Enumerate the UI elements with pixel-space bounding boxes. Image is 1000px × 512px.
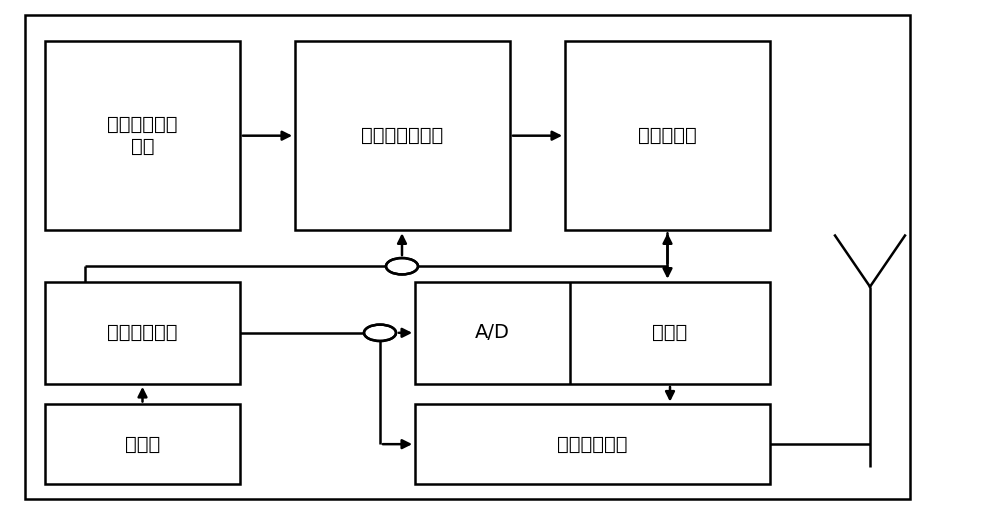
Bar — [295, 41, 510, 230]
Circle shape — [364, 325, 396, 341]
Bar — [415, 404, 770, 484]
Text: 单片机: 单片机 — [652, 323, 688, 343]
Text: A/D: A/D — [475, 323, 510, 343]
Text: 带通放大器: 带通放大器 — [638, 126, 697, 145]
Text: 非极化高纯度
银丝: 非极化高纯度 银丝 — [107, 115, 178, 156]
Bar — [415, 282, 770, 384]
Bar — [565, 41, 770, 230]
Text: 高通仪用放大器: 高通仪用放大器 — [361, 126, 444, 145]
Text: 无线射频收发: 无线射频收发 — [557, 435, 628, 454]
Bar — [25, 15, 910, 499]
Text: 锂电池: 锂电池 — [125, 435, 160, 454]
Bar — [45, 282, 240, 384]
Bar — [45, 41, 240, 230]
Text: 电源管理模块: 电源管理模块 — [107, 323, 178, 343]
Circle shape — [386, 258, 418, 274]
Bar — [45, 404, 240, 484]
